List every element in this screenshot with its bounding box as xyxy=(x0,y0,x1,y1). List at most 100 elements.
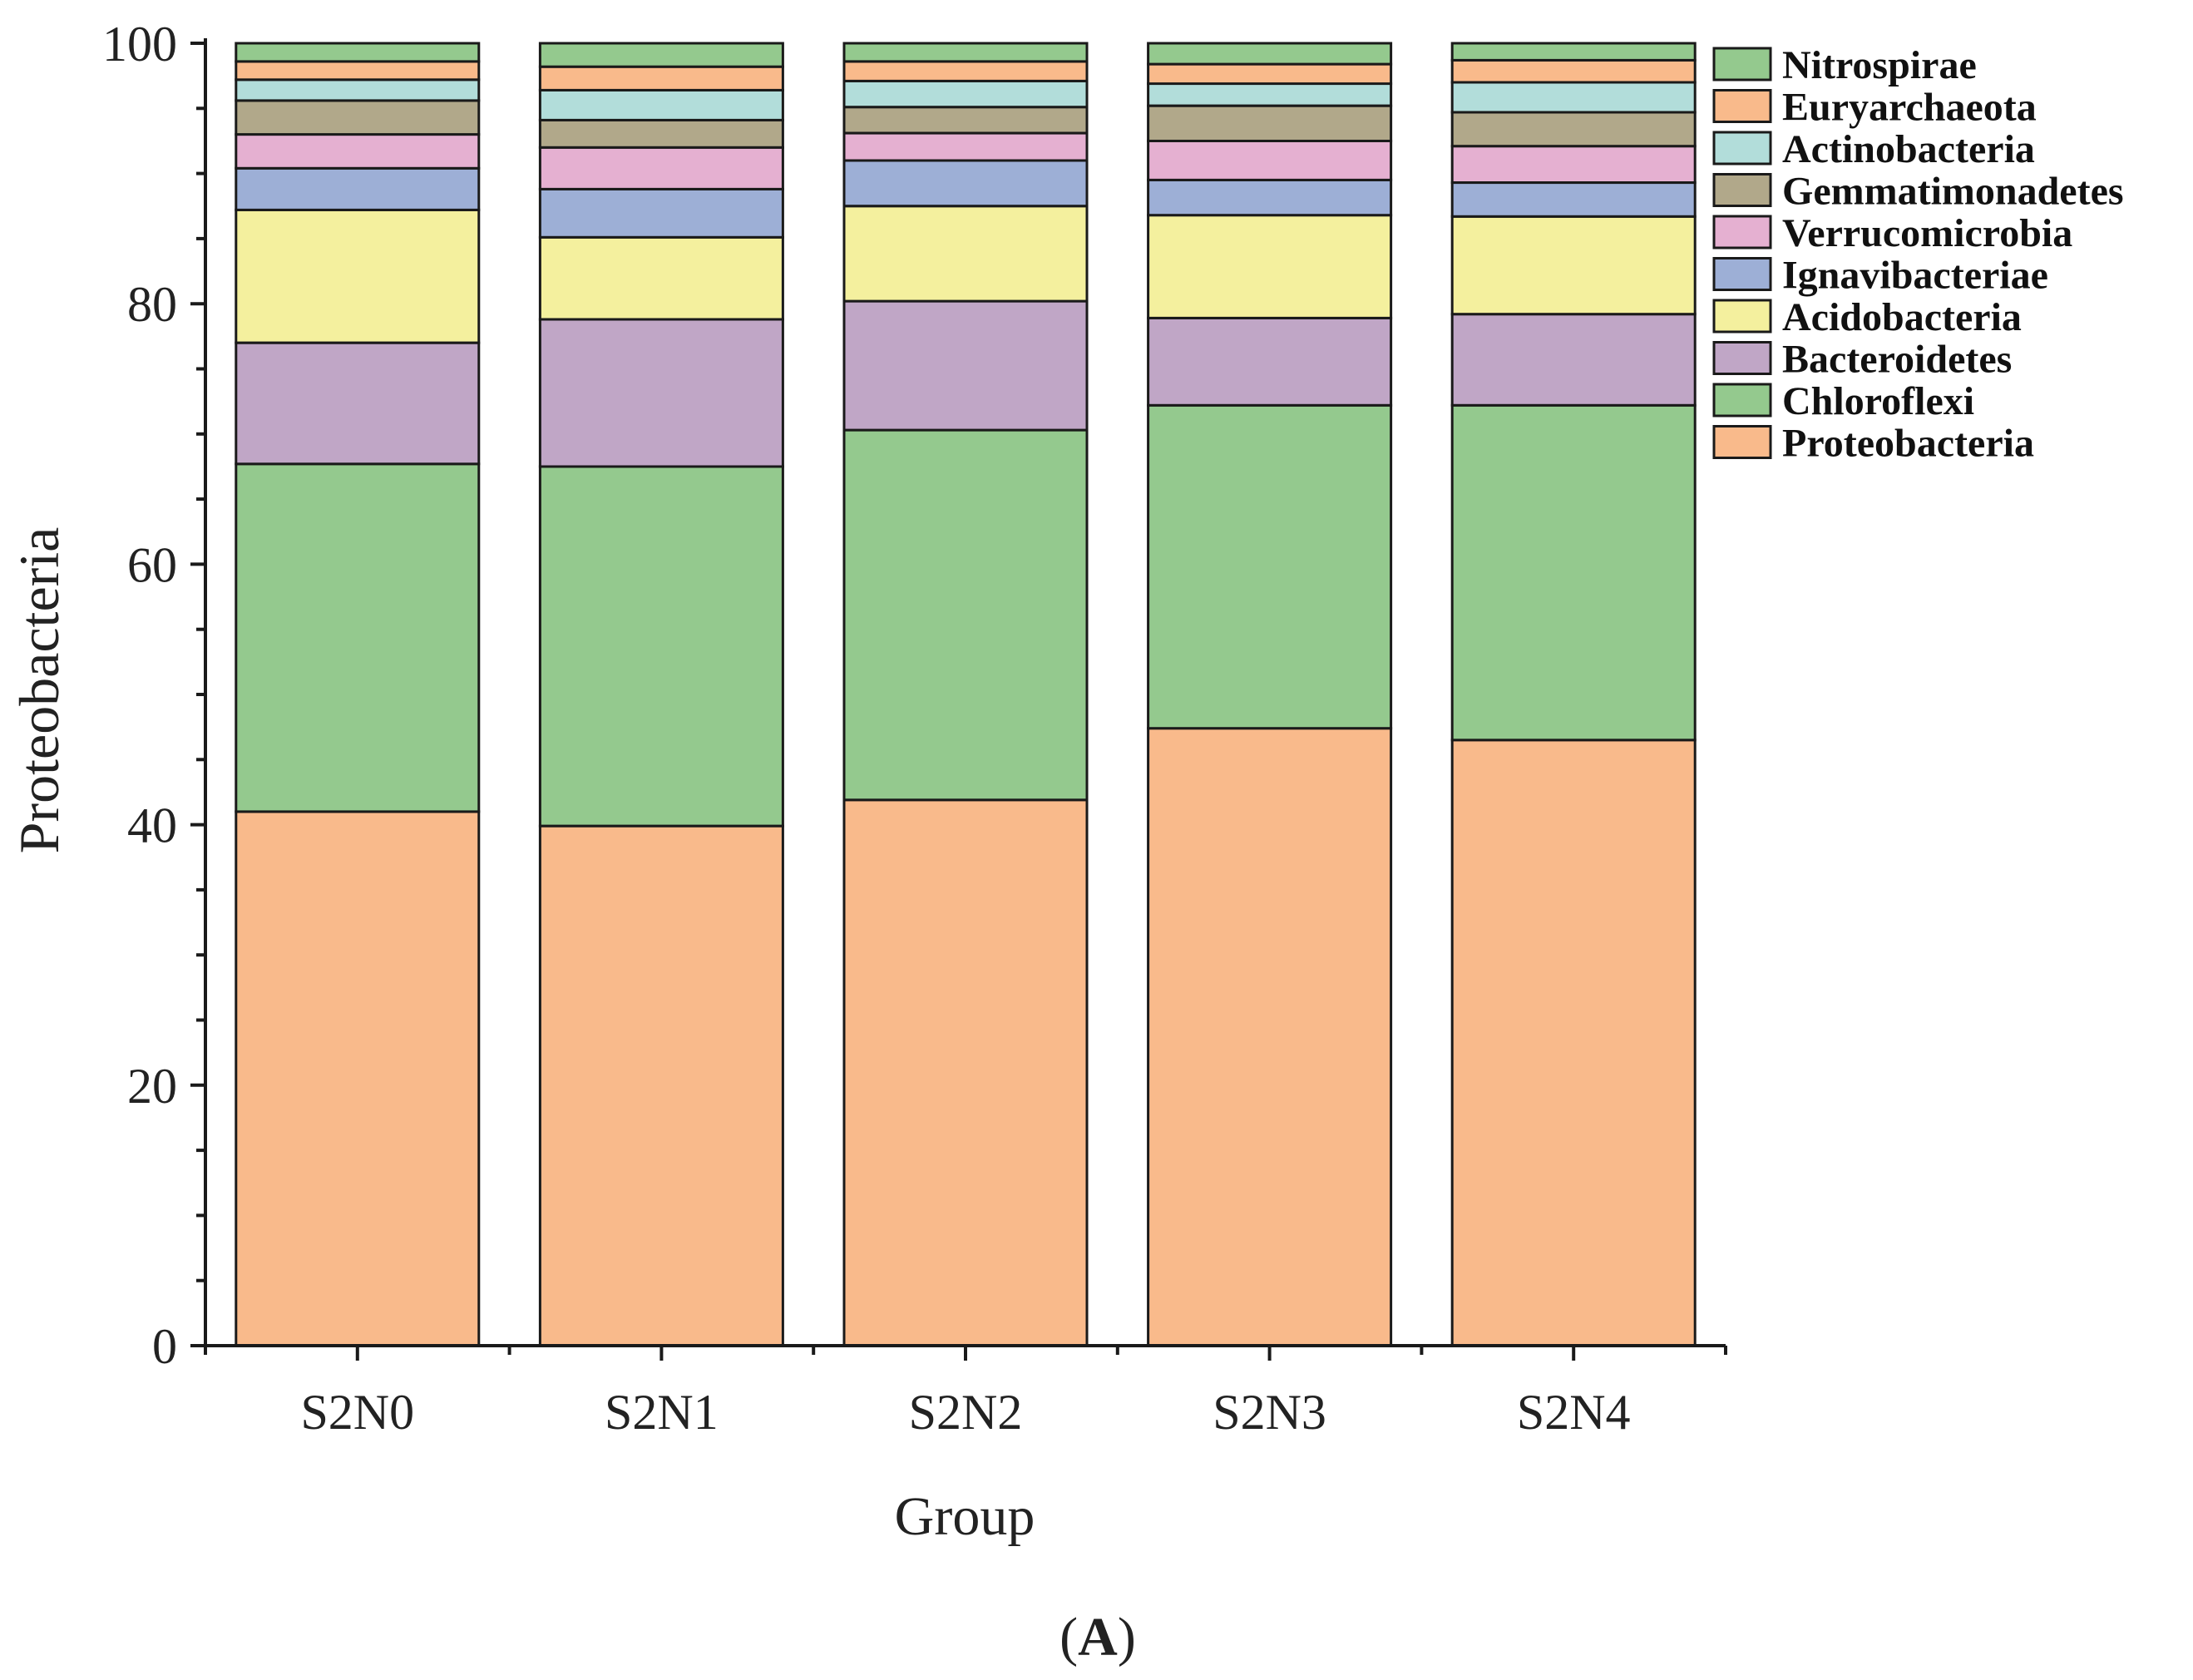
bar-s2n3-ignavibacteriae xyxy=(1147,178,1393,217)
y-tick-label: 20 xyxy=(127,1059,177,1114)
bar-s2n0-ignavibacteriae xyxy=(235,166,481,211)
bar-stack-s2n1 xyxy=(538,42,784,1347)
legend-item-bacteroidetes: Bacteroidetes xyxy=(1712,338,2012,382)
bar-s2n4-euryarchaeota xyxy=(1450,58,1697,84)
legend-label-gemmatimonadetes: Gemmatimonadetes xyxy=(1782,170,2124,214)
bar-s2n0-proteobacteria xyxy=(235,810,481,1347)
legend-label-verrucomicrobia: Verrucomicrobia xyxy=(1782,211,2072,255)
legend-label-chloroflexi: Chloroflexi xyxy=(1782,379,1974,423)
bar-s2n1-chloroflexi xyxy=(538,465,784,828)
legend-item-acidobacteria: Acidobacteria xyxy=(1712,295,2022,339)
bar-s2n4-ignavibacteriae xyxy=(1450,181,1697,218)
bar-s2n3-euryarchaeota xyxy=(1147,62,1393,86)
legend-item-proteobacteria: Proteobacteria xyxy=(1712,422,2034,466)
bar-s2n2-gemmatimonadetes xyxy=(842,106,1089,135)
bar-s2n2-acidobacteria xyxy=(842,205,1089,303)
panel-label-open: ( xyxy=(1059,1607,1078,1668)
bar-s2n1-proteobacteria xyxy=(538,824,784,1347)
x-axis-title: Group xyxy=(895,1486,1035,1547)
legend-item-gemmatimonadetes: Gemmatimonadetes xyxy=(1712,170,2124,214)
x-tick-label-s2n4: S2N4 xyxy=(1517,1385,1631,1440)
bar-s2n1-verrucomicrobia xyxy=(538,146,784,190)
panel-label-close: ) xyxy=(1118,1607,1136,1668)
x-tick-label-s2n1: S2N1 xyxy=(605,1385,719,1440)
bar-s2n4-bacteroidetes xyxy=(1450,313,1697,407)
bar-s2n2-ignavibacteriae xyxy=(842,159,1089,208)
legend-item-chloroflexi: Chloroflexi xyxy=(1712,379,1974,423)
bar-s2n1-ignavibacteriae xyxy=(538,187,784,239)
bar-s2n4-verrucomicrobia xyxy=(1450,145,1697,184)
bar-s2n0-bacteroidetes xyxy=(235,341,481,466)
x-tick-label-s2n0: S2N0 xyxy=(300,1385,414,1440)
legend-swatch-chloroflexi xyxy=(1712,383,1772,418)
bar-s2n3-chloroflexi xyxy=(1147,403,1393,730)
bars-layer xyxy=(235,42,1697,1347)
legend-label-proteobacteria: Proteobacteria xyxy=(1782,422,2034,466)
bar-s2n2-euryarchaeota xyxy=(842,60,1089,82)
legend-label-actinobacteria: Actinobacteria xyxy=(1782,127,2035,171)
y-tick-label: 0 xyxy=(152,1319,177,1374)
bar-s2n1-gemmatimonadetes xyxy=(538,118,784,149)
bar-stack-s2n0 xyxy=(235,42,481,1347)
bar-s2n3-proteobacteria xyxy=(1147,727,1393,1347)
legend-label-ignavibacteriae: Ignavibacteriae xyxy=(1782,254,2048,298)
bar-s2n2-proteobacteria xyxy=(842,798,1089,1347)
bar-s2n1-acidobacteria xyxy=(538,235,784,321)
bar-s2n0-verrucomicrobia xyxy=(235,133,481,170)
bar-s2n4-chloroflexi xyxy=(1450,403,1697,742)
bar-s2n4-proteobacteria xyxy=(1450,739,1697,1347)
bar-s2n0-euryarchaeota xyxy=(235,60,481,82)
bar-s2n3-actinobacteria xyxy=(1147,82,1393,107)
y-tick-label: 60 xyxy=(127,537,177,592)
bar-s2n4-acidobacteria xyxy=(1450,215,1697,316)
bar-s2n1-bacteroidetes xyxy=(538,318,784,468)
bar-s2n0-nitrospirae xyxy=(235,42,481,63)
bar-s2n4-nitrospirae xyxy=(1450,42,1697,62)
bar-s2n2-actinobacteria xyxy=(842,79,1089,109)
bar-s2n3-gemmatimonadetes xyxy=(1147,104,1393,142)
bar-s2n3-bacteroidetes xyxy=(1147,316,1393,407)
bar-s2n0-chloroflexi xyxy=(235,462,481,813)
bar-s2n4-actinobacteria xyxy=(1450,81,1697,114)
bar-stack-s2n2 xyxy=(842,42,1089,1347)
legend-item-euryarchaeota: Euryarchaeota xyxy=(1712,86,2037,130)
panel-label-letter: A xyxy=(1078,1607,1118,1668)
panel-label: (A) xyxy=(1059,1607,1136,1668)
legend-swatch-proteobacteria xyxy=(1712,425,1772,459)
bar-stack-s2n3 xyxy=(1147,42,1393,1347)
bar-s2n1-actinobacteria xyxy=(538,88,784,121)
legend-item-actinobacteria: Actinobacteria xyxy=(1712,127,2035,171)
legend: NitrospiraeEuryarchaeotaActinobacteriaGe… xyxy=(1712,43,2124,466)
y-tick-label: 80 xyxy=(127,277,177,332)
bar-stack-s2n4 xyxy=(1450,42,1697,1347)
bar-s2n0-acidobacteria xyxy=(235,208,481,344)
bar-s2n3-verrucomicrobia xyxy=(1147,139,1393,181)
legend-swatch-ignavibacteriae xyxy=(1712,257,1772,291)
legend-swatch-nitrospirae xyxy=(1712,47,1772,82)
bar-s2n4-gemmatimonadetes xyxy=(1450,111,1697,148)
legend-label-euryarchaeota: Euryarchaeota xyxy=(1782,86,2037,130)
bar-s2n0-actinobacteria xyxy=(235,78,481,102)
legend-label-acidobacteria: Acidobacteria xyxy=(1782,295,2022,339)
legend-label-nitrospirae: Nitrospirae xyxy=(1782,43,1977,87)
legend-swatch-verrucomicrobia xyxy=(1712,215,1772,250)
x-tick-label-s2n3: S2N3 xyxy=(1213,1385,1326,1440)
legend-label-bacteroidetes: Bacteroidetes xyxy=(1782,338,2012,382)
legend-swatch-acidobacteria xyxy=(1712,299,1772,334)
bar-s2n2-nitrospirae xyxy=(842,42,1089,63)
legend-swatch-actinobacteria xyxy=(1712,131,1772,166)
bar-s2n3-acidobacteria xyxy=(1147,214,1393,319)
bar-s2n1-euryarchaeota xyxy=(538,65,784,91)
bar-s2n1-nitrospirae xyxy=(538,42,784,68)
bar-s2n0-gemmatimonadetes xyxy=(235,99,481,136)
y-tick-label: 100 xyxy=(102,17,177,72)
bar-s2n2-bacteroidetes xyxy=(842,299,1089,432)
axes-layer: 0 20 40 60 80 100 S2N0 S2N1 S2N2 S2N3 S2N4 xyxy=(102,17,1727,1440)
x-tick-label-s2n2: S2N2 xyxy=(909,1385,1023,1440)
legend-swatch-gemmatimonadetes xyxy=(1712,173,1772,207)
bar-s2n3-nitrospirae xyxy=(1147,42,1393,66)
y-axis-title: Proteobacteria xyxy=(7,527,71,854)
y-tick-label: 40 xyxy=(127,798,177,853)
legend-swatch-bacteroidetes xyxy=(1712,341,1772,375)
